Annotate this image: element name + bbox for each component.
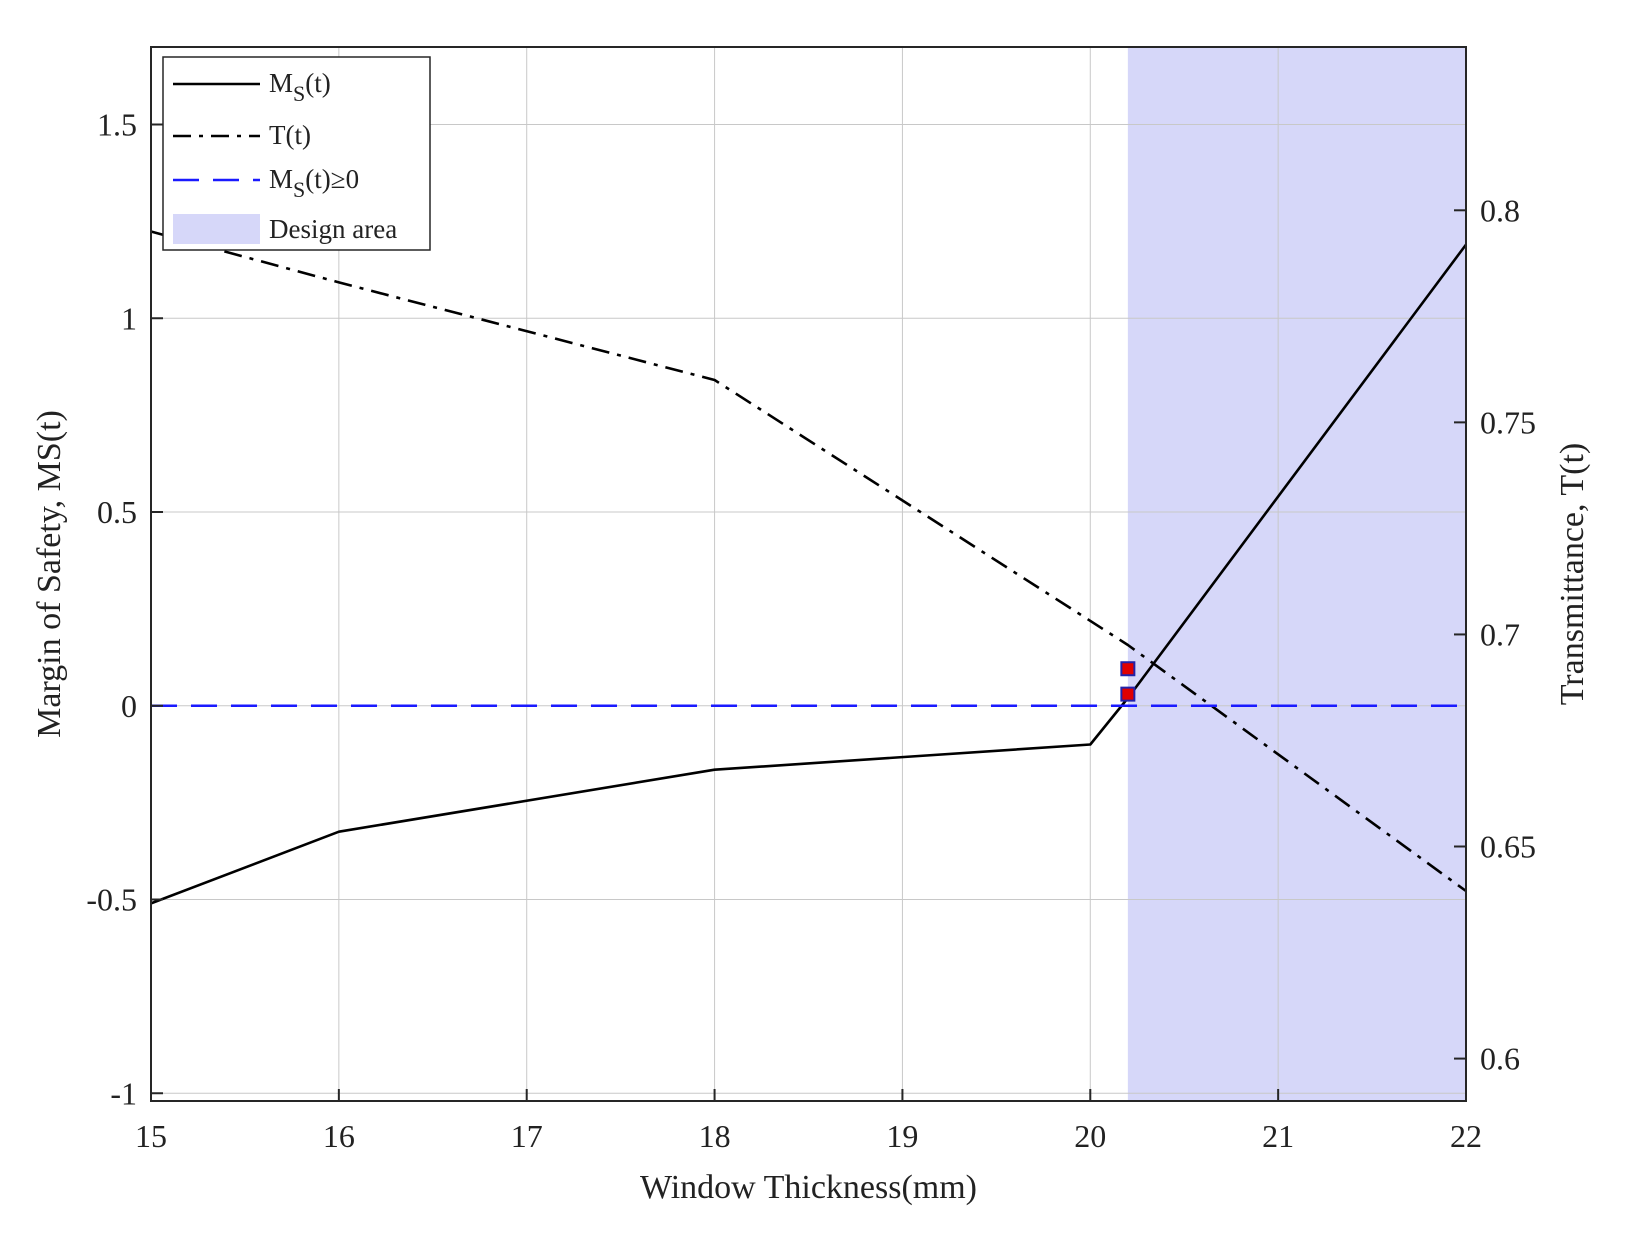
- y-right-tick-label: 0.6: [1480, 1041, 1520, 1077]
- y-right-tick-label: 0.8: [1480, 192, 1520, 228]
- y-left-tick-label: 0.5: [97, 494, 137, 530]
- y-right-tick-label: 0.75: [1480, 404, 1536, 440]
- legend-label-1: T(t): [269, 120, 311, 150]
- plot-frame: [150, 46, 1467, 1102]
- y-left-tick-label: -1: [110, 1075, 137, 1111]
- y-left-tick-label: 1.5: [97, 107, 137, 143]
- y-right-tick-label: 0.7: [1480, 616, 1520, 652]
- y-right-tick-label: 0.65: [1480, 829, 1536, 865]
- x-tick-label: 20: [1074, 1118, 1106, 1154]
- x-tick-label: 21: [1262, 1118, 1294, 1154]
- y-left-tick-label: -0.5: [86, 882, 137, 918]
- x-axis-label: Window Thickness(mm): [640, 1169, 977, 1206]
- legend-swatch-design-area: [173, 214, 260, 244]
- marker-point-1: [1120, 661, 1136, 677]
- x-tick-label: 16: [323, 1118, 355, 1154]
- x-tick-label: 15: [135, 1118, 167, 1154]
- legend-label-0: MS(t): [269, 68, 331, 106]
- x-tick-label: 22: [1450, 1118, 1482, 1154]
- x-tick-label: 18: [699, 1118, 731, 1154]
- x-tick-label: 17: [511, 1118, 543, 1154]
- design-area-region: [1127, 47, 1466, 1101]
- legend-label-3: Design area: [269, 214, 397, 244]
- series-line-1: [150, 230, 1467, 893]
- series-line-0: [150, 243, 1468, 905]
- y-axis-right-label: Transmittance, T(t): [1554, 443, 1591, 706]
- y-axis-left-label: Margin of Safety, MS(t): [31, 410, 68, 738]
- x-tick-label: 19: [886, 1118, 918, 1154]
- legend: MS(t) T(t) MS(t)≥0 Design area: [162, 56, 431, 251]
- y-left-tick-label: 1: [121, 300, 137, 336]
- legend-label-2: MS(t)≥0: [269, 164, 359, 202]
- marker-point-0: [1120, 686, 1136, 702]
- y-left-tick-label: 0: [121, 688, 137, 724]
